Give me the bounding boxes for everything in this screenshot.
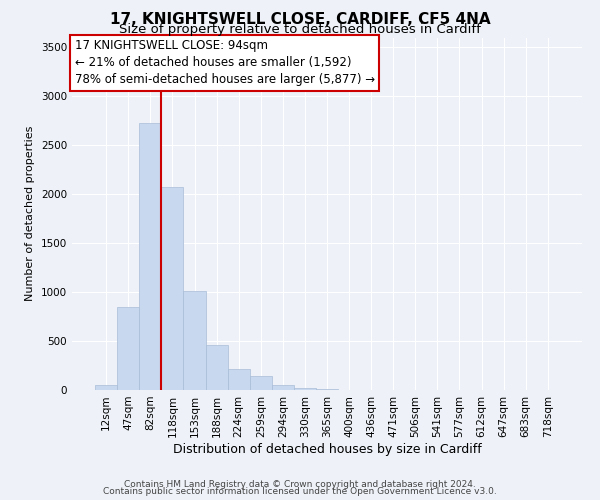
X-axis label: Distribution of detached houses by size in Cardiff: Distribution of detached houses by size …	[173, 442, 481, 456]
Text: Contains public sector information licensed under the Open Government Licence v3: Contains public sector information licen…	[103, 487, 497, 496]
Bar	[184, 291, 206, 390]
Bar	[227, 370, 250, 390]
Bar	[294, 388, 316, 390]
Bar	[272, 384, 294, 390]
Text: 17, KNIGHTSWELL CLOSE, CARDIFF, CF5 4NA: 17, KNIGHTSWELL CLOSE, CARDIFF, CF5 4NA	[110, 12, 490, 28]
Y-axis label: Number of detached properties: Number of detached properties	[25, 126, 35, 302]
Bar	[316, 389, 338, 390]
Text: Contains HM Land Registry data © Crown copyright and database right 2024.: Contains HM Land Registry data © Crown c…	[124, 480, 476, 489]
Text: 17 KNIGHTSWELL CLOSE: 94sqm
← 21% of detached houses are smaller (1,592)
78% of : 17 KNIGHTSWELL CLOSE: 94sqm ← 21% of det…	[74, 40, 374, 86]
Bar	[117, 307, 139, 390]
Text: Size of property relative to detached houses in Cardiff: Size of property relative to detached ho…	[119, 24, 481, 36]
Bar	[206, 346, 227, 390]
Bar	[250, 376, 272, 390]
Bar	[161, 187, 184, 390]
Bar	[139, 123, 161, 390]
Bar	[95, 384, 117, 390]
